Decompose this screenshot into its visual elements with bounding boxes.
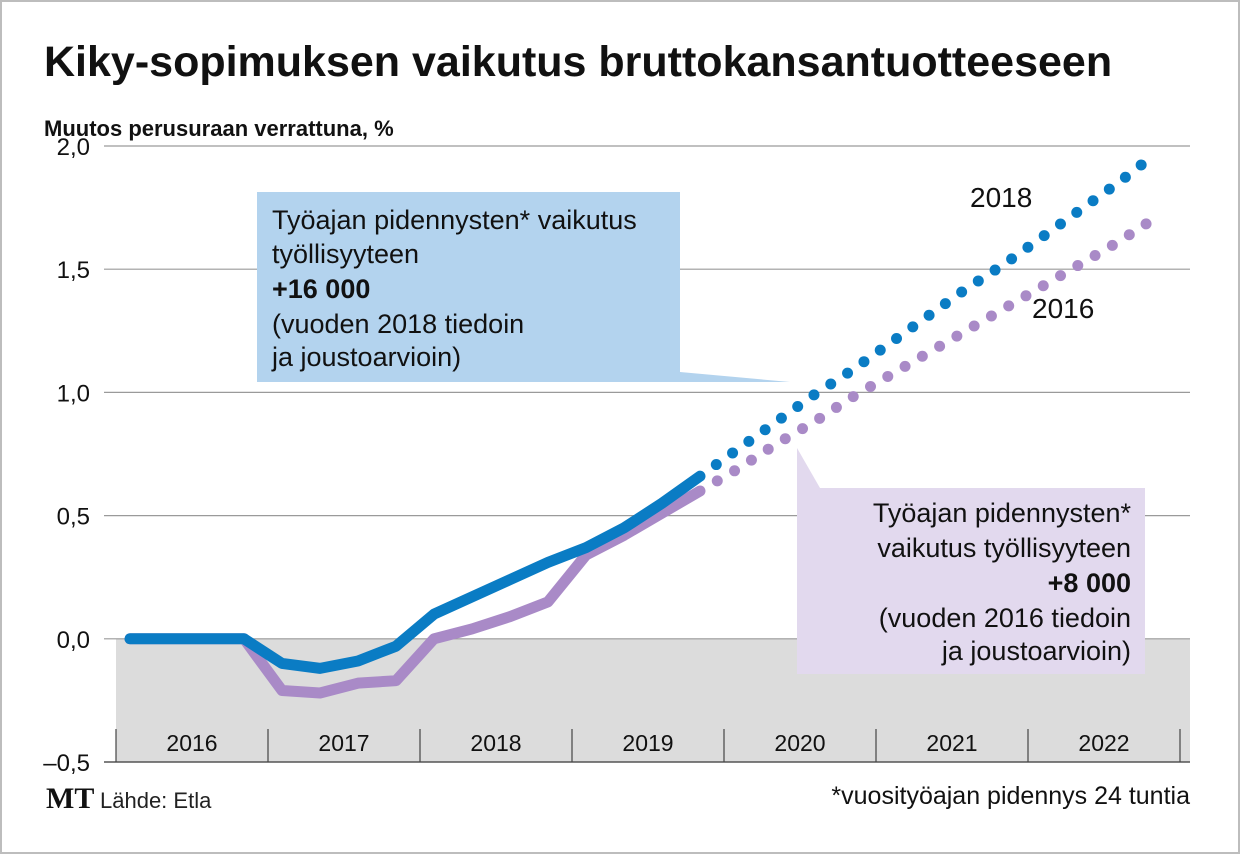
projection-dot [989, 264, 1001, 276]
projection-dot [775, 412, 787, 424]
projection-dot [711, 475, 723, 487]
y-ticks: –0,5 0,0 0,5 1,0 1,5 2,0 [43, 134, 90, 777]
annotation-2018-box [257, 192, 680, 382]
x-tick-label: 2020 [774, 730, 825, 756]
y-tick-label: –0,5 [43, 750, 90, 777]
annotation-2016-line-2: vaikutus työllisyyteen [877, 533, 1131, 563]
projection-dot [956, 286, 968, 298]
annotation-2018-line-1: Työajan pidennysten* vaikutus [272, 205, 637, 235]
annotation-2018-value: +16 000 [272, 274, 370, 304]
projection-dot [1123, 229, 1135, 241]
projection-dot [1003, 300, 1015, 312]
projection-dot [808, 389, 820, 401]
projection-dot [1087, 195, 1099, 207]
y-tick-label: 0,0 [57, 627, 90, 654]
annotation-2016-value: +8 000 [1048, 568, 1131, 598]
projection-dot [1020, 290, 1032, 302]
projection-dot [1071, 206, 1083, 218]
annotation-2016-line-5: ja joustoarvioin) [941, 636, 1131, 666]
annotation-2016-pointer [797, 448, 820, 488]
chart-title: Kiky-sopimuksen vaikutus bruttokansantuo… [44, 38, 1112, 86]
y-tick-label: 1,5 [57, 257, 90, 284]
projection-dot [939, 298, 951, 310]
projection-dot [891, 332, 903, 344]
projection-dot [830, 401, 842, 413]
series-label-2016: 2016 [1032, 293, 1094, 324]
projection-dot [1055, 270, 1067, 282]
annotation-2016-line-1: Työajan pidennysten* [873, 498, 1132, 528]
projection-dot [934, 340, 946, 352]
x-tick-label: 2017 [318, 730, 369, 756]
projection-dot [727, 447, 739, 459]
projection-dot [899, 360, 911, 372]
projection-dot [907, 321, 919, 333]
projection-dot [759, 424, 771, 436]
source-text: Lähde: Etla [100, 788, 212, 813]
projection-dot [874, 344, 886, 356]
footnote: *vuosityöajan pidennys 24 tuntia [831, 782, 1190, 810]
projection-dot [985, 310, 997, 322]
projection-dot [814, 412, 826, 424]
projection-dot [779, 433, 791, 445]
projection-dot [1119, 171, 1131, 183]
projection-dot [847, 391, 859, 403]
y-axis-label: Muutos perusuraan verrattuna, % [44, 116, 394, 141]
projection-dot [842, 367, 854, 379]
annotation-2018-pointer [680, 372, 790, 382]
projection-dot [968, 320, 980, 332]
projection-dot [743, 435, 755, 447]
projection-dot [797, 423, 809, 435]
y-tick-label: 1,0 [57, 380, 90, 407]
series-2018-projection [710, 159, 1147, 471]
projection-dot [882, 370, 894, 382]
projection-dot [923, 309, 935, 321]
x-tick-label: 2022 [1078, 730, 1129, 756]
annotation-2018-line-5: ja joustoarvioin) [271, 342, 461, 372]
projection-dot [745, 454, 757, 466]
projection-dot [762, 443, 774, 455]
mt-logo: MT [46, 782, 94, 815]
projection-dot [1072, 260, 1084, 272]
series-lines [124, 159, 1152, 699]
x-tick-label: 2018 [470, 730, 521, 756]
series-label-2018: 2018 [970, 182, 1032, 213]
projection-dot [729, 465, 741, 477]
projection-dot [1054, 218, 1066, 230]
annotation-2016-line-4: (vuoden 2016 tiedoin [879, 603, 1131, 633]
x-axis: 2016 2017 2018 2019 2020 2021 2022 [104, 729, 1190, 763]
projection-dot [972, 275, 984, 287]
projection-dot [1037, 280, 1049, 292]
annotation-2016: Työajan pidennysten* vaikutus työllisyyt… [797, 448, 1145, 674]
annotation-2018-line-2: työllisyyteen [272, 239, 419, 269]
projection-dot [1089, 249, 1101, 261]
projection-dot [1103, 183, 1115, 195]
projection-dot [1106, 239, 1118, 251]
projection-dot [1135, 159, 1147, 171]
series-2016-projection [711, 218, 1152, 487]
projection-dot [1022, 241, 1034, 253]
projection-dot [951, 330, 963, 342]
projection-dot [858, 356, 870, 368]
y-tick-label: 2,0 [57, 134, 90, 161]
annotation-2016-box [797, 488, 1145, 674]
projection-dot [710, 459, 722, 471]
projection-dot [916, 350, 928, 362]
series-2018-actual [124, 470, 706, 674]
y-tick-label: 0,5 [57, 504, 90, 531]
annotation-2018-line-4: (vuoden 2018 tiedoin [272, 309, 524, 339]
annotation-2018: Työajan pidennysten* vaikutus työllisyyt… [257, 192, 790, 382]
projection-dot [1006, 253, 1018, 265]
projection-dot [1140, 218, 1152, 230]
x-tick-label: 2021 [926, 730, 977, 756]
projection-dot [792, 400, 804, 412]
projection-dot [1038, 230, 1050, 242]
projection-dot [825, 378, 837, 390]
projection-dot [865, 381, 877, 393]
x-tick-label: 2016 [166, 730, 217, 756]
x-tick-label: 2019 [622, 730, 673, 756]
